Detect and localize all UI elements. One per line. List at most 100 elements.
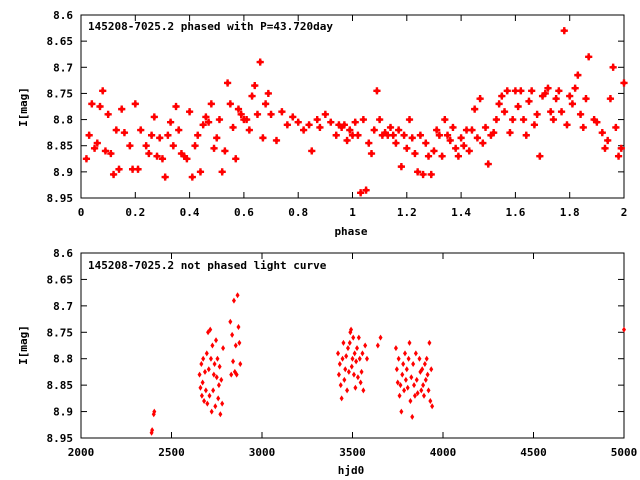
unphased-data-point (211, 371, 216, 378)
phased-y-tick-label: 8.65 (47, 35, 74, 48)
unphased-data-point (421, 392, 426, 399)
unphased-data-point (339, 395, 344, 402)
unphased-data-point (356, 334, 361, 341)
phased-data-point (300, 126, 308, 134)
unphased-plot-title: 145208-7025.2 not phased light curve (88, 259, 327, 272)
phased-y-tick-label: 8.85 (47, 140, 74, 153)
phased-data-point (188, 173, 196, 181)
phased-data-point (213, 134, 221, 142)
phased-data-point (232, 155, 240, 163)
phased-data-point (88, 100, 96, 108)
phased-data-point (601, 144, 609, 152)
phased-data-point (452, 144, 460, 152)
phased-data-point (207, 100, 215, 108)
phased-data-point (196, 168, 205, 176)
unphased-data-point (406, 355, 411, 362)
phased-data-point (460, 142, 468, 150)
unphased-data-point (345, 387, 350, 394)
phased-data-point (506, 129, 514, 137)
phased-y-axis-label: I[mag] (17, 87, 30, 127)
phased-data-point (175, 126, 183, 134)
unphased-y-tick-label: 8.65 (47, 273, 74, 286)
phased-data-point (405, 115, 414, 124)
phased-data-point (373, 87, 381, 95)
unphased-y-tick-label: 8.75 (47, 326, 74, 339)
phased-data-point (400, 131, 408, 139)
phased-data-point (552, 95, 560, 103)
unphased-data-point (209, 408, 214, 415)
phased-data-point (465, 147, 473, 155)
unphased-data-point (208, 355, 213, 362)
unphased-data-point (231, 297, 236, 304)
phased-data-point (166, 118, 175, 126)
unphased-data-point (349, 363, 354, 370)
unphased-y-tick-label: 8.95 (47, 432, 74, 445)
unphased-data-point (346, 368, 351, 375)
unphased-data-point (397, 392, 402, 399)
phased-data-point (563, 121, 571, 129)
unphased-data-point (206, 366, 211, 373)
phased-data-point (112, 126, 120, 134)
unphased-data-point (412, 392, 417, 399)
phased-data-point (392, 139, 400, 147)
phased-data-point (215, 115, 224, 124)
unphased-data-point (425, 371, 430, 378)
unphased-data-point (210, 342, 215, 349)
unphased-data-point (396, 355, 401, 362)
phased-data-point (145, 149, 153, 158)
unphased-x-tick-label: 4500 (520, 446, 547, 459)
phased-data-point (408, 134, 416, 142)
unphased-data-point (426, 387, 431, 394)
phased-data-point (332, 131, 340, 139)
phased-x-tick-label: 1.2 (397, 206, 417, 219)
unphased-data-points (149, 292, 626, 436)
unphased-data-point (410, 413, 415, 420)
phased-data-point (411, 149, 419, 158)
phased-data-point (484, 160, 492, 168)
phased-data-point (327, 118, 335, 126)
unphased-data-point (411, 361, 416, 367)
phased-data-point (134, 165, 142, 173)
unphased-data-point (216, 382, 221, 389)
unphased-data-point (424, 355, 429, 362)
phased-y-tick-label: 8.9 (53, 166, 73, 179)
unphased-data-point (407, 339, 412, 346)
phased-x-tick-label: 1.4 (451, 206, 471, 219)
phased-data-point (259, 134, 267, 142)
phased-data-point (267, 110, 275, 118)
phased-data-point (99, 87, 107, 95)
phased-data-point (156, 134, 164, 142)
phased-data-point (365, 139, 373, 147)
phased-data-point (585, 53, 593, 61)
phased-data-point (522, 131, 530, 139)
unphased-data-point (214, 337, 219, 344)
unphased-data-point (237, 339, 242, 346)
phased-data-point (568, 100, 577, 108)
unphased-data-point (357, 355, 362, 362)
unphased-data-point (420, 366, 425, 373)
phased-data-point (161, 173, 169, 181)
phased-data-point (438, 152, 446, 160)
unphased-data-point (229, 371, 234, 378)
phased-data-point (549, 115, 558, 124)
unphased-x-axis-label: hjd0 (338, 464, 365, 477)
phased-data-point (137, 126, 145, 134)
phased-data-point (367, 149, 376, 158)
phased-data-point (389, 131, 397, 139)
phased-data-point (503, 87, 511, 95)
unphased-data-point (228, 318, 233, 325)
unphased-data-point (336, 371, 341, 378)
phased-panel: 0 0.2 0.4 0.6 0.8 1 1.2 1.4 1.6 1.8 2 8.68.658.78.… (17, 9, 628, 238)
phased-data-point (598, 129, 606, 137)
phased-data-point (574, 71, 582, 79)
phased-data-point (449, 123, 457, 132)
unphased-data-point (421, 382, 426, 389)
unphased-data-point (338, 382, 343, 389)
unphased-data-point (207, 392, 212, 399)
unphased-x-tick-label: 2500 (158, 446, 185, 459)
unphased-data-point (401, 361, 406, 367)
phased-data-point (147, 131, 156, 139)
unphased-data-point (215, 355, 220, 362)
unphased-data-point (364, 355, 369, 362)
